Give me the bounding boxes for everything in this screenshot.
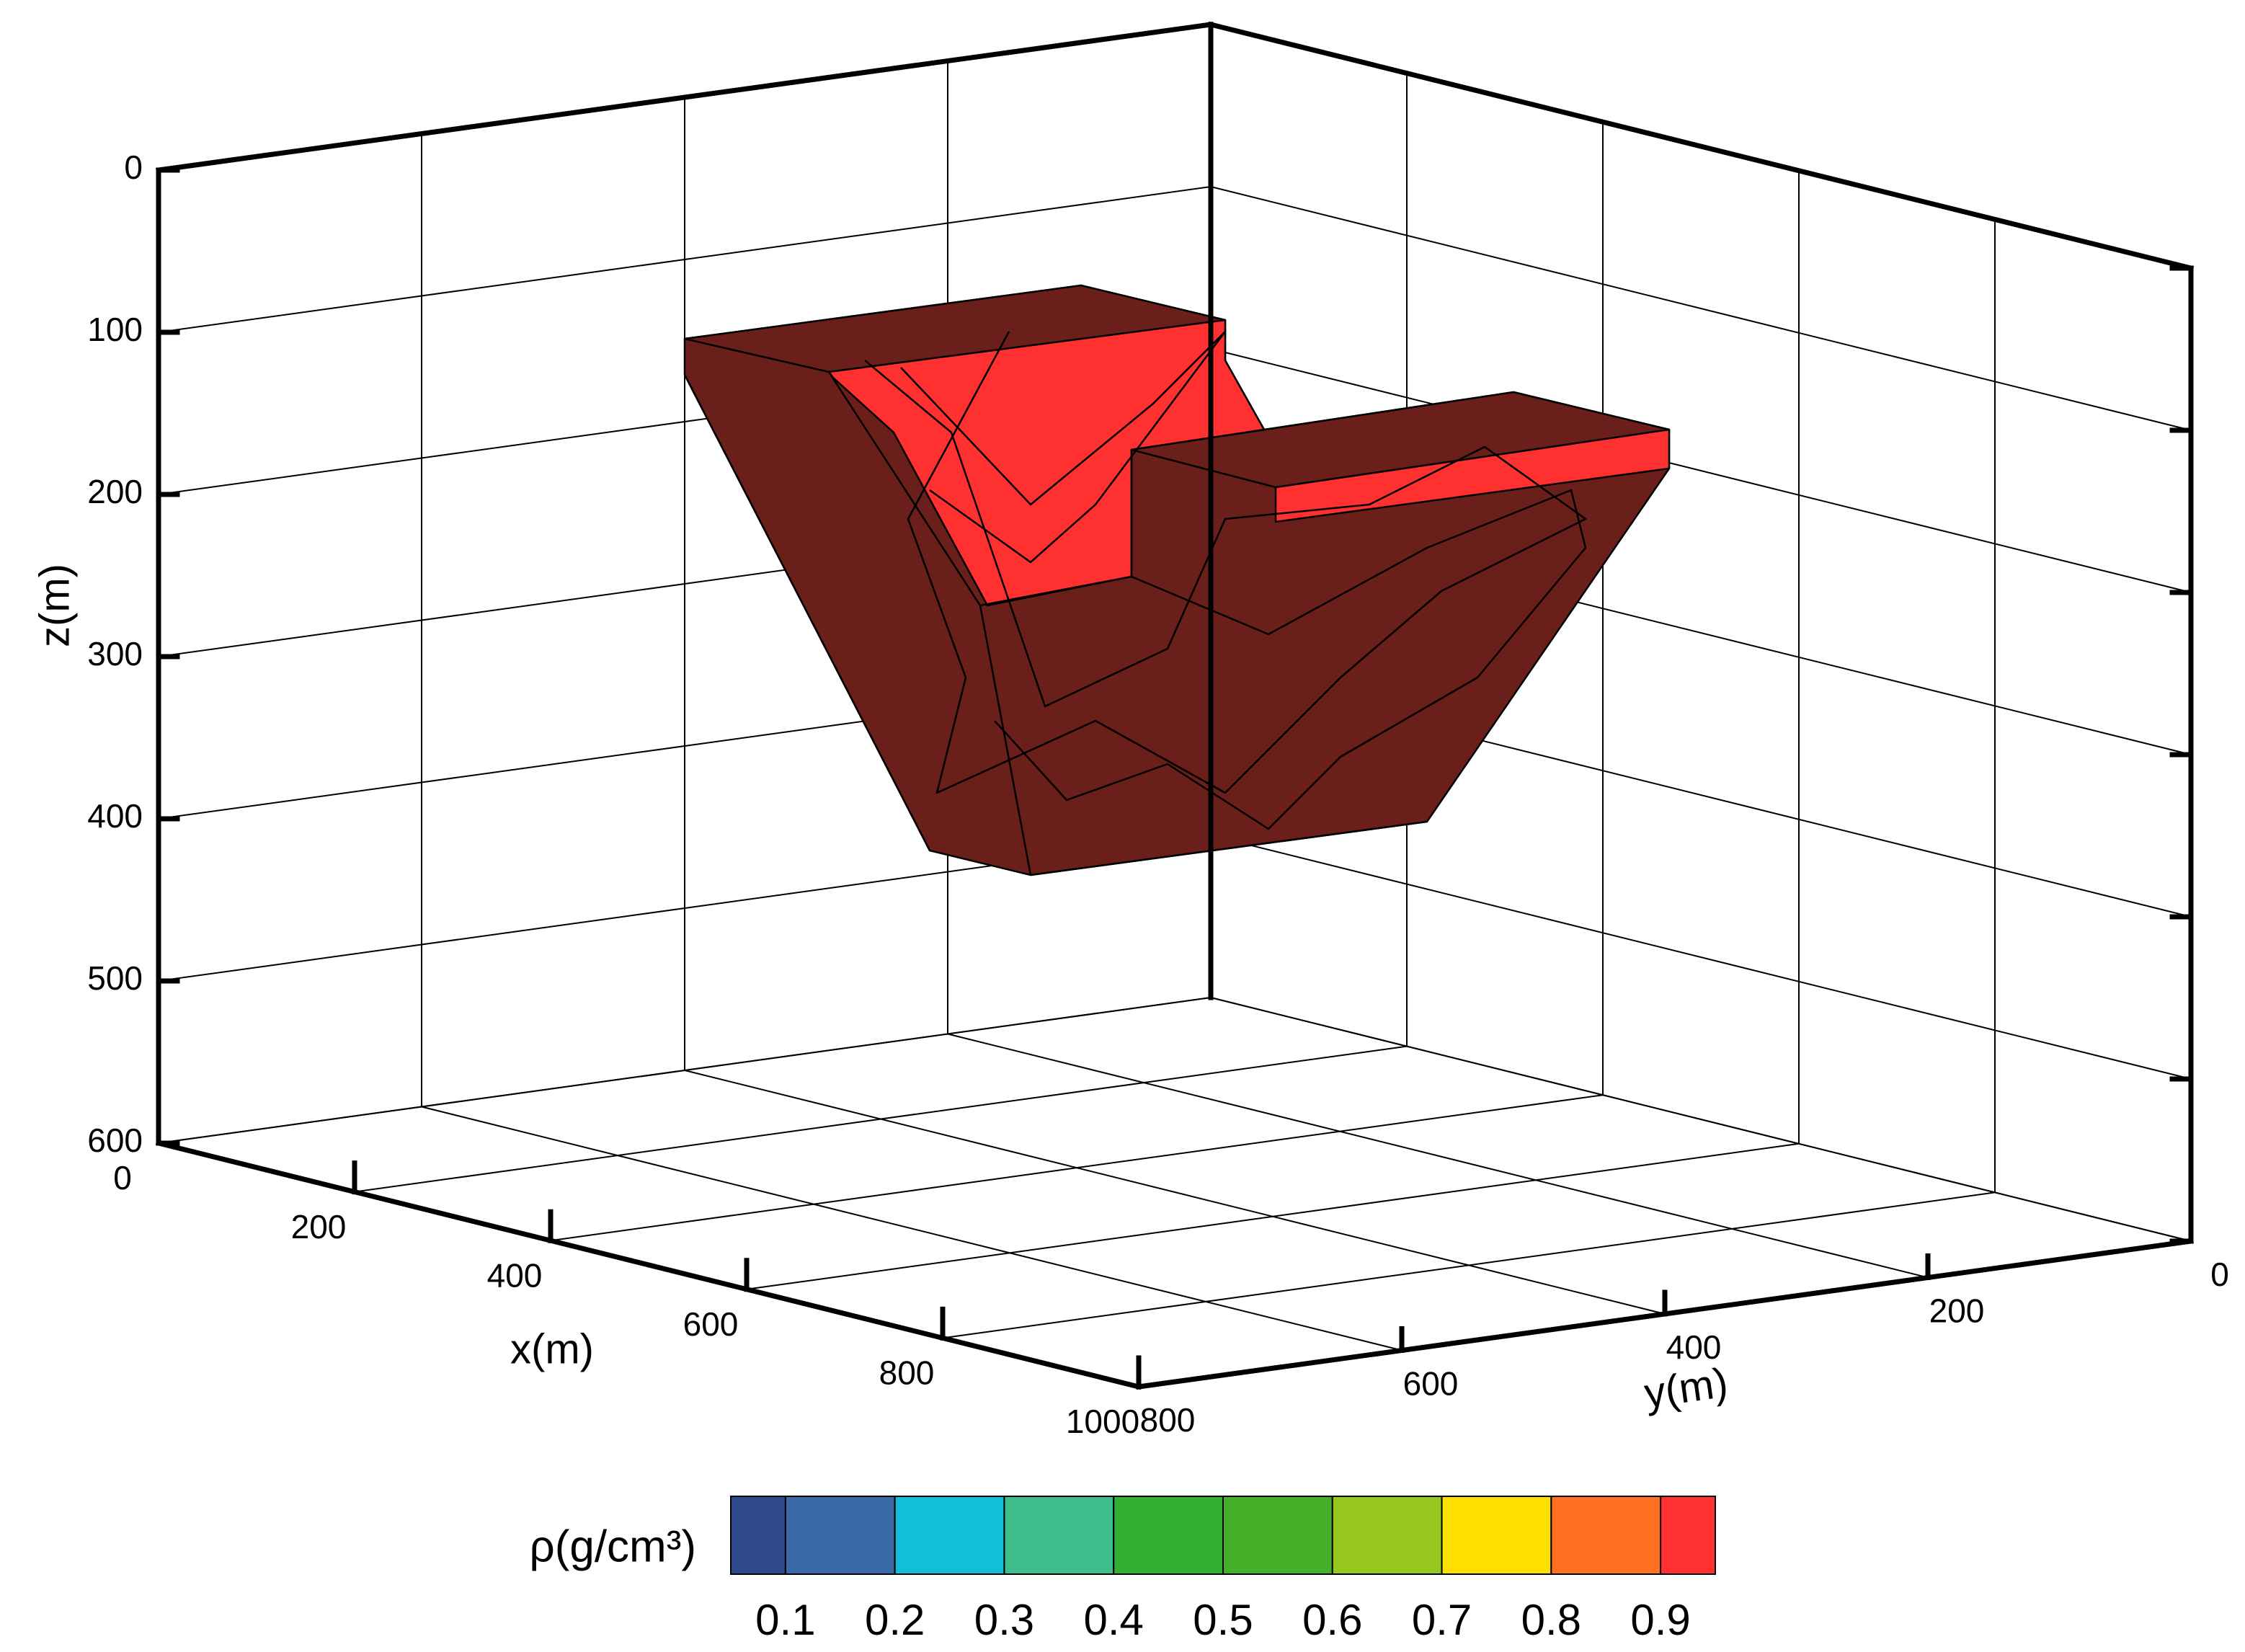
colorbar-segment <box>1550 1496 1662 1575</box>
colorbar-segment <box>1441 1496 1552 1575</box>
x-tick-label: 800 <box>879 1354 935 1392</box>
colorbar: 0.1 0.2 0.3 0.4 0.5 0.6 0.7 0.8 0.9 <box>730 1496 1716 1644</box>
z-tick-label: 600 <box>87 1122 143 1159</box>
grid-line <box>421 1106 1402 1351</box>
x-tick-label: 600 <box>683 1305 739 1343</box>
grid-line <box>947 1033 1929 1279</box>
y-tick-label: 0 <box>2210 1256 2229 1293</box>
grid-line <box>1210 348 2192 593</box>
x-tick-label: 400 <box>487 1256 543 1294</box>
colorbar-segment <box>784 1496 896 1575</box>
grid-line <box>158 997 1212 1144</box>
z-tick-label: 300 <box>87 635 143 672</box>
y-tick-label: 200 <box>1929 1292 1985 1330</box>
x-tick-label: 1000 <box>1066 1403 1139 1440</box>
colorbar-segment <box>1113 1496 1224 1575</box>
colorbar-tick-label: 0.6 <box>1302 1596 1362 1644</box>
y-axis-label: y(m) <box>1641 1359 1730 1418</box>
colorbar-tick-label: 0.2 <box>865 1596 925 1644</box>
y-tick-label: 400 <box>1666 1328 1722 1366</box>
colorbar-tick-label: 0.1 <box>755 1596 815 1644</box>
z-tick-label: 500 <box>87 959 143 997</box>
colorbar-tick-label: 0.9 <box>1630 1596 1690 1644</box>
z-tick-label: 0 <box>124 148 143 186</box>
colorbar-tick-label: 0.8 <box>1521 1596 1581 1644</box>
axis-edge <box>156 22 1214 173</box>
colorbar-tick-label: 0.3 <box>974 1596 1034 1644</box>
colorbar-tick-label: 0.5 <box>1193 1596 1253 1644</box>
colorbar-label: ρ(g/cm³) <box>529 1522 696 1571</box>
colorbar-tick-label: 0.4 <box>1084 1596 1144 1644</box>
colorbar-segment <box>1660 1496 1716 1575</box>
colorbar-segment <box>730 1496 786 1575</box>
z-tick-label: 200 <box>87 473 143 510</box>
x-axis-label: x(m) <box>510 1325 594 1372</box>
grid-line <box>1210 997 2192 1242</box>
z-axis-label: z(m) <box>31 564 78 647</box>
z-tick-label: 100 <box>87 311 143 348</box>
x-tick-label: 0 <box>113 1159 132 1196</box>
x-tick-label: 200 <box>291 1208 347 1245</box>
z-tick-label: 400 <box>87 797 143 835</box>
colorbar-segment <box>894 1496 1005 1575</box>
colorbar-tick-label: 0.7 <box>1412 1596 1472 1644</box>
axes: 0200400600800100002004006008000100200300… <box>87 21 2229 1440</box>
colorbar-segment <box>1003 1496 1115 1575</box>
grid-line <box>1210 835 2192 1080</box>
axis-edge <box>155 1140 1142 1390</box>
colorbar-segment <box>1331 1496 1443 1575</box>
density-body <box>683 284 1671 876</box>
y-tick-label: 600 <box>1403 1365 1459 1403</box>
grid-line <box>158 186 1212 333</box>
grid-line <box>684 1070 1666 1315</box>
axis-edge <box>1207 21 2195 272</box>
grid-line <box>1210 186 2192 431</box>
colorbar-segment <box>1222 1496 1333 1575</box>
y-tick-label: 800 <box>1140 1401 1196 1439</box>
